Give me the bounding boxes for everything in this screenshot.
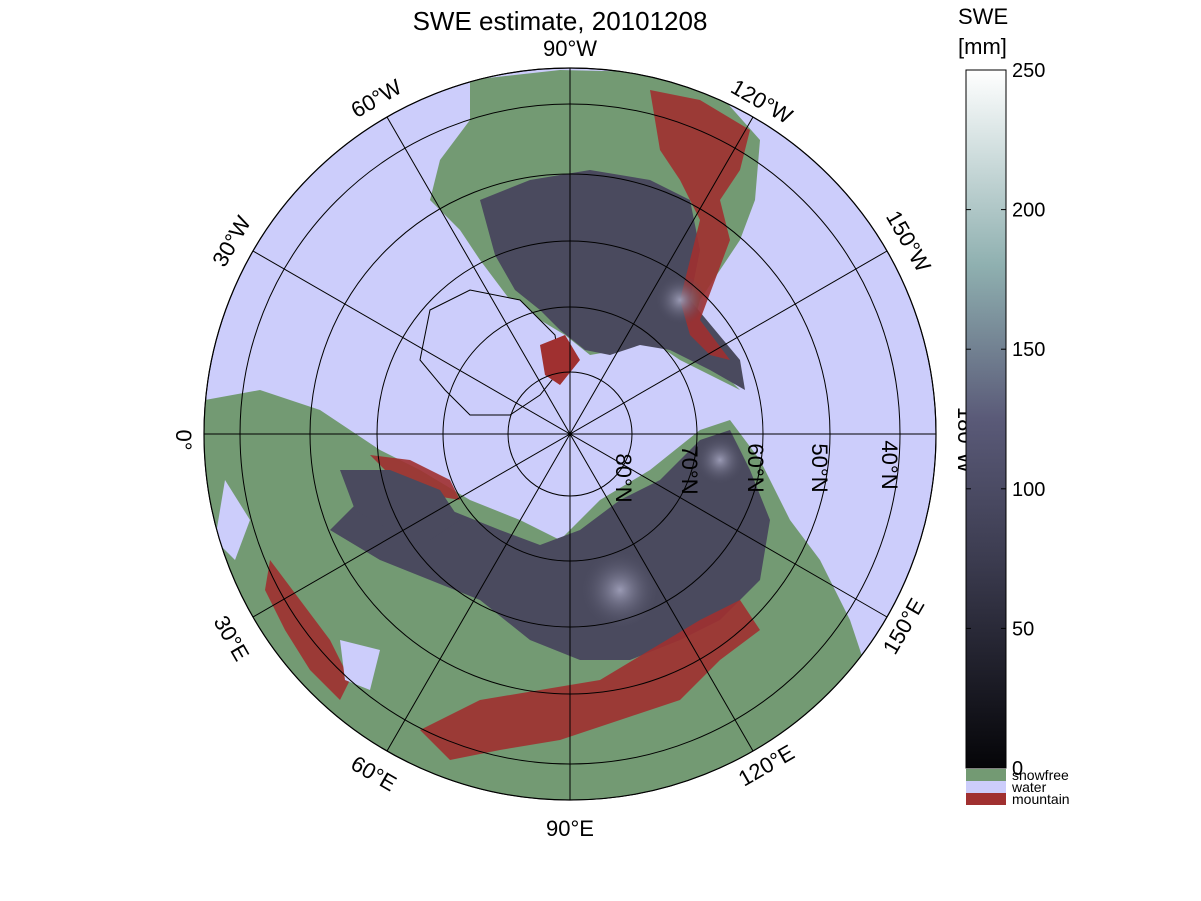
snow-scandinavia bbox=[340, 470, 460, 540]
polar-map: 90°W 120°W 150°W 180°W 150°E 120°E 90°E … bbox=[171, 36, 978, 841]
mountain-scandinavia bbox=[370, 455, 460, 500]
snow-eurasia bbox=[330, 430, 770, 660]
meridian-label-90E: 90°E bbox=[546, 816, 594, 841]
colorbar-tick-label: 0 bbox=[1012, 758, 1023, 780]
colorbar: SWE [mm] 0 50 100 150 200 250 snowfreewatermo… bbox=[958, 4, 1070, 807]
meridian-label-90W: 90°W bbox=[543, 36, 597, 61]
graticule bbox=[204, 68, 936, 800]
sea-black bbox=[340, 640, 380, 690]
colorbar-tick-label: 250 bbox=[1012, 60, 1045, 82]
colorbar-gradient bbox=[965, 69, 1007, 769]
mountain-north-america bbox=[650, 90, 750, 360]
category-label-snowfree: snowfree bbox=[1012, 767, 1069, 783]
colorbar-tick-label: 150 bbox=[1012, 339, 1045, 361]
category-label-mountain: mountain bbox=[1012, 791, 1070, 807]
land-greenland bbox=[419, 289, 561, 416]
parallel-label-50N: 50°N bbox=[807, 443, 832, 492]
meridian-label-60E: 60°E bbox=[347, 751, 401, 797]
figure-title: SWE estimate, 20101208 bbox=[413, 6, 708, 36]
colorbar-ticks: 0 50 100 150 200 250 bbox=[966, 60, 1045, 780]
colorbar-title-line1: SWE bbox=[958, 4, 1008, 29]
category-label-water: water bbox=[1011, 779, 1047, 795]
sea-mediterranean bbox=[215, 480, 250, 560]
colorbar-tick-label: 100 bbox=[1012, 479, 1045, 501]
mountain-asia bbox=[420, 600, 760, 760]
colorbar-tick-label: 50 bbox=[1012, 618, 1034, 640]
colorbar-title-line2: [mm] bbox=[958, 34, 1007, 59]
land-layers bbox=[204, 70, 870, 800]
category-swatch-water bbox=[966, 781, 1006, 793]
category-swatch-mountain bbox=[966, 793, 1006, 805]
meridian-label-0: 0° bbox=[171, 429, 196, 450]
colorbar-tick-label: 200 bbox=[1012, 200, 1045, 222]
meridian-150W-30E bbox=[252, 250, 888, 618]
snow-north-america bbox=[480, 170, 745, 390]
parallel-labels: 80°N 70°N 60°N 50°N 40°N bbox=[611, 440, 902, 502]
parallel-label-80N: 80°N bbox=[611, 453, 636, 502]
parallel-label-60N: 60°N bbox=[743, 443, 768, 492]
parallel-label-70N: 70°N bbox=[677, 445, 702, 494]
mountain-alps bbox=[265, 560, 350, 700]
parallel-label-40N: 40°N bbox=[877, 440, 902, 489]
category-swatch-snowfree bbox=[966, 769, 1006, 781]
meridian-label-30E: 30°E bbox=[209, 611, 255, 665]
